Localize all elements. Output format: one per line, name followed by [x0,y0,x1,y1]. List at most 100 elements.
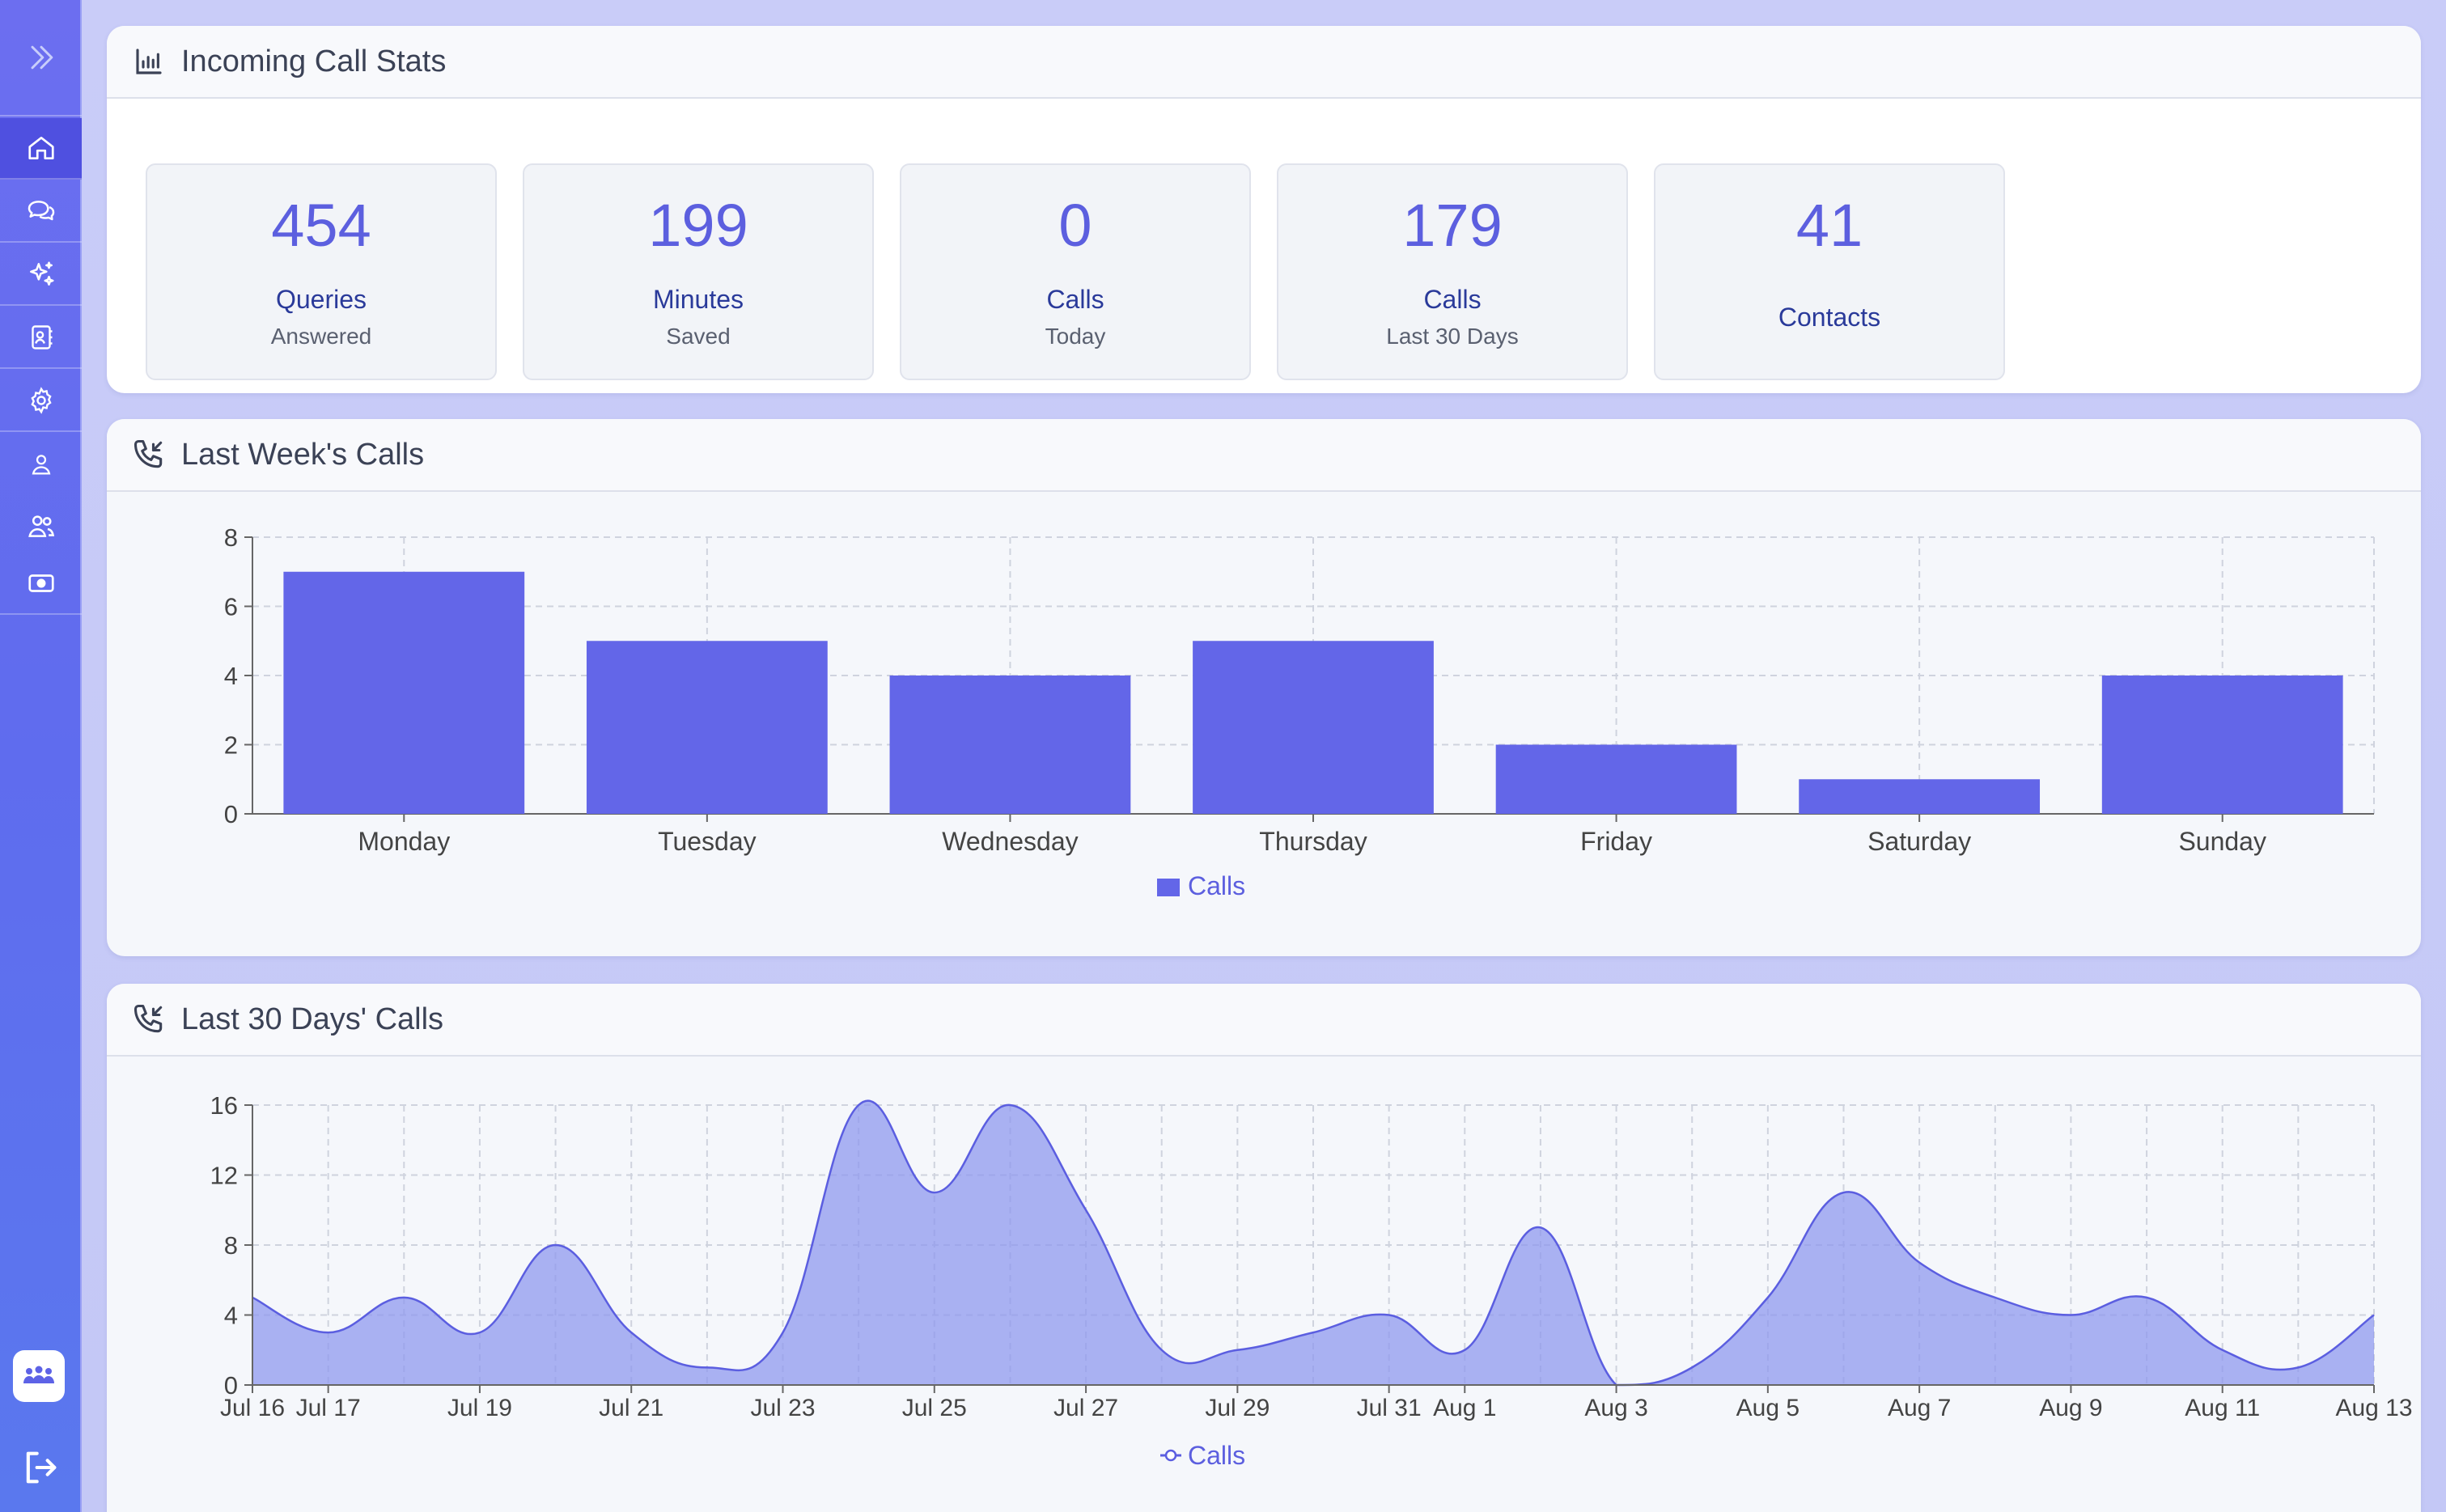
x-tick-label: Jul 23 [750,1395,815,1421]
x-tick-label: Aug 13 [2335,1395,2412,1421]
user-icon [32,455,50,475]
card-title: Incoming Call Stats [181,44,447,78]
card-header: Incoming Call Stats [107,26,2421,99]
legend-label: Calls [1188,1441,1245,1470]
card-title: Last 30 Days' Calls [181,1002,444,1036]
x-tick-label: Wednesday [942,827,1078,856]
phone-incoming-icon [131,437,167,472]
x-tick-label: Aug 5 [1736,1395,1800,1421]
y-tick-label: 4 [224,1302,238,1330]
card-title: Last Week's Calls [181,437,425,472]
x-tick-label: Jul 29 [1205,1395,1270,1421]
sidebar-item-ai[interactable] [0,244,82,306]
stat-value: 179 [1402,192,1503,259]
y-tick-label: 0 [224,1371,238,1400]
stat-value: 199 [648,192,748,259]
y-tick-label: 8 [224,1231,238,1260]
bar-chart-icon [131,44,167,79]
x-tick-label: Jul 25 [902,1395,967,1421]
last-30-days-calls-card: Last 30 Days' Calls 0 4 8 12 16 Jul 16 Jul 17 J… [107,984,2421,1512]
last-week-bar-chart: 0 2 4 6 8 Monday Tuesday Wednesday Thursday Frida… [224,523,2375,900]
stat-minutes-saved: 199 Minutes Saved [523,163,874,380]
sidebar-item-team[interactable] [0,495,82,557]
x-tick-label: Aug 11 [2185,1395,2260,1421]
area-fill [252,1100,2374,1385]
sidebar-toggle-button[interactable] [0,0,82,116]
stat-sublabel: Last 30 Days [1386,324,1519,349]
stat-label: Queries [275,285,367,314]
stat-calls-today: 0 Calls Today [900,163,1251,380]
stat-label: Contacts [1778,303,1881,332]
stat-label: Calls [1046,285,1104,314]
x-tick-label: Jul 16 [220,1395,285,1421]
last-30-days-area-chart: 0 4 8 12 16 Jul 16 Jul 17 Jul 19 Jul 21 Jul 23 Jul… [210,1091,2413,1470]
x-tick-label: Monday [358,827,450,856]
legend-marker [1164,1449,1177,1462]
bar [283,571,525,814]
stat-queries-answered: 454 Queries Answered [146,163,497,380]
x-tick-label: Jul 17 [296,1395,361,1421]
sidebar-item-settings[interactable] [0,371,82,432]
y-tick-label: 6 [224,593,238,621]
y-tick-label: 16 [210,1091,238,1120]
y-tick-label: 2 [224,731,238,760]
x-tick-label: Aug 7 [1888,1395,1951,1421]
app-logo-button[interactable] [13,1350,65,1402]
legend-label: Calls [1188,871,1245,900]
settings-icon [30,387,52,414]
card-header: Last Week's Calls [107,419,2421,492]
chevrons-right-icon [31,45,53,70]
x-tick-label: Thursday [1259,827,1367,856]
sidebar-item-profile[interactable] [0,434,82,495]
billing-icon [28,574,54,592]
sidebar-item-home[interactable] [0,118,82,180]
series-line [252,1099,2375,1387]
stat-value: 41 [1795,192,1863,259]
phone-incoming-icon [131,1002,167,1037]
x-tick-label: Jul 27 [1053,1395,1118,1421]
legend-swatch [1157,879,1180,896]
y-tick-label: 8 [224,523,238,552]
incoming-call-stats-card: Incoming Call Stats 454 Queries Answered… [107,26,2421,393]
bar [2101,676,2343,814]
stat-sublabel: Saved [666,324,731,349]
sidebar-item-chats[interactable] [0,181,82,243]
stat-contacts: 41 Contacts [1654,163,2005,380]
y-tick-label: 12 [210,1162,238,1190]
x-tick-label: Aug 1 [1433,1395,1496,1421]
stat-sublabel: Answered [270,324,372,349]
sparkles-icon [29,261,54,286]
contact-book-icon [31,325,52,349]
sidebar-item-billing[interactable] [0,553,82,615]
x-tick-label: Friday [1580,827,1652,856]
card-header: Last 30 Days' Calls [107,984,2421,1057]
x-tick-label: Aug 3 [1584,1395,1647,1421]
home-icon [28,136,54,160]
bar [586,641,828,814]
sidebar [0,0,82,1512]
bar [1799,779,2041,814]
users-icon [28,515,54,537]
x-tick-label: Aug 9 [2039,1395,2102,1421]
stat-value: 454 [271,192,371,259]
bar [1193,641,1434,814]
sidebar-item-contacts[interactable] [0,307,82,369]
stat-label: Minutes [652,285,744,314]
stat-sublabel: Today [1045,324,1106,349]
stat-calls-last-30-days: 179 Calls Last 30 Days [1277,163,1628,380]
x-tick-label: Tuesday [658,827,757,856]
logout-icon [26,1451,57,1484]
x-tick-label: Saturday [1867,827,1971,856]
x-tick-label: Jul 31 [1357,1395,1422,1421]
x-tick-label: Jul 21 [599,1395,663,1421]
stat-value: 0 [1058,192,1092,259]
last-week-calls-card: Last Week's Calls 0 2 4 6 8 Monday Tuesday Wedn… [107,419,2421,956]
y-tick-label: 0 [224,800,238,828]
app-logo-icon [23,1366,54,1383]
x-tick-label: Sunday [2178,827,2266,856]
stat-label: Calls [1423,285,1482,314]
logout-button[interactable] [16,1443,65,1492]
bar [1495,744,1737,814]
y-tick-label: 4 [224,662,238,690]
